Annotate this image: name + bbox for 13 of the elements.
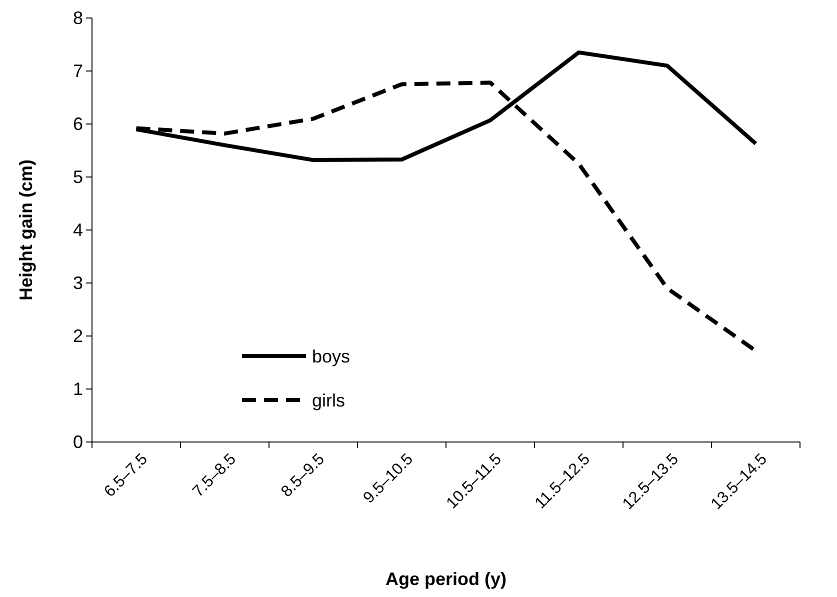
y-tick-label: 0 — [72, 432, 83, 452]
y-tick-label: 4 — [72, 220, 83, 240]
y-tick-label: 6 — [72, 114, 83, 134]
legend-label: boys — [312, 346, 350, 366]
y-axis-title: Height gain (cm) — [16, 159, 36, 301]
y-tick-label: 2 — [72, 326, 83, 346]
y-tick-label: 3 — [72, 272, 83, 293]
legend-label: girls — [312, 390, 346, 410]
y-tick-label: 1 — [72, 378, 83, 399]
y-tick-label: 5 — [72, 166, 83, 187]
y-tick-label: 8 — [72, 8, 83, 28]
x-axis-title: Age period (y) — [385, 569, 507, 589]
y-tick-label: 7 — [72, 60, 83, 81]
